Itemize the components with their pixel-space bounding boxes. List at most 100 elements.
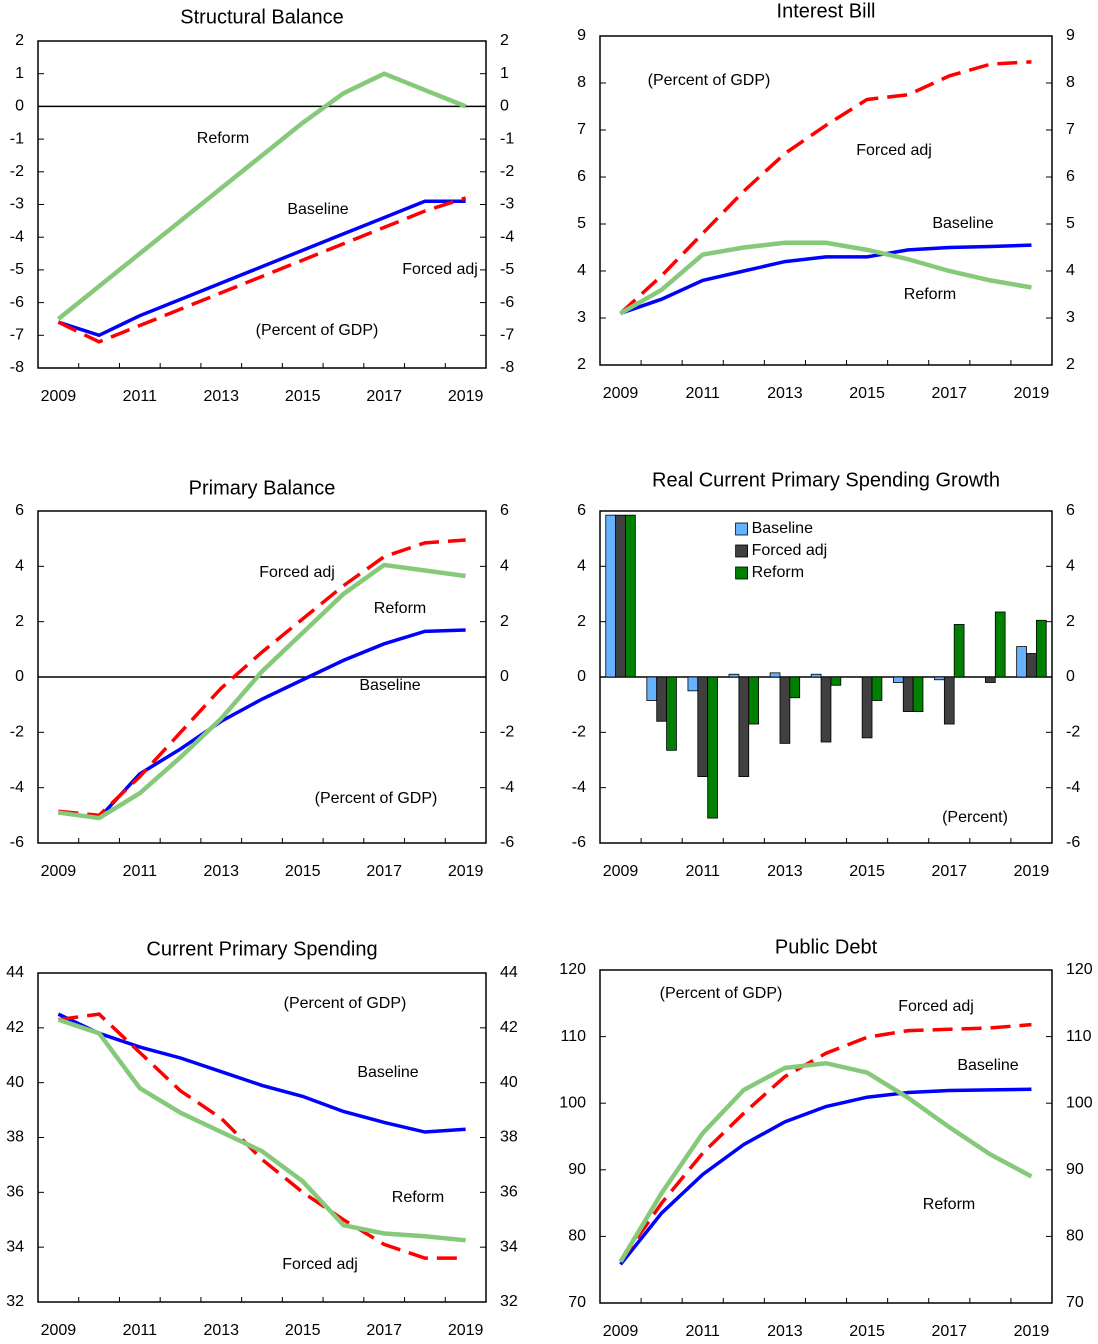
chart-note: (Percent): [942, 809, 1008, 826]
x-tick-label: 2009: [603, 863, 639, 880]
x-tick-label: 2011: [686, 1323, 721, 1340]
series-line: [58, 1012, 466, 1260]
chart-title: Real Current Primary Spending Growth: [652, 469, 1000, 491]
x-tick-label: 2019: [1014, 385, 1050, 402]
bar: [985, 676, 996, 683]
y2-tick-label: 36: [500, 1184, 518, 1201]
y-tick-label: -1: [10, 130, 24, 147]
y-tick-label: -4: [10, 228, 24, 245]
bar: [902, 676, 914, 712]
bar: [1035, 619, 1047, 678]
y2-tick-label: -4: [500, 779, 514, 796]
bar: [666, 676, 677, 751]
y-tick-label: -8: [10, 359, 24, 376]
y-tick-label: 38: [6, 1129, 24, 1146]
y2-tick-label: 9: [1066, 27, 1075, 44]
legend-label: Baseline: [752, 520, 813, 537]
chart-note: (Percent of GDP): [256, 322, 379, 339]
x-tick-label: 2015: [285, 863, 321, 880]
x-tick-label: 2017: [931, 863, 967, 880]
y-tick-label: 4: [577, 558, 586, 575]
y2-tick-label: 110: [1066, 1028, 1092, 1045]
bar: [738, 676, 750, 777]
y2-tick-label: -6: [500, 834, 514, 851]
y2-tick-label: -5: [500, 261, 514, 278]
chart-note: (Percent of GDP): [284, 995, 407, 1012]
y2-tick-label: -4: [1066, 779, 1080, 796]
y2-tick-label: -6: [500, 294, 514, 311]
series-label: Reform: [923, 1196, 975, 1213]
x-tick-label: 2017: [931, 385, 967, 402]
y-tick-label: 4: [15, 558, 24, 575]
y-tick-label: 2: [577, 613, 586, 630]
series-label: Forced adj: [856, 142, 932, 159]
series-label: Baseline: [287, 201, 348, 218]
bar: [656, 676, 667, 722]
y2-tick-label: 38: [500, 1129, 518, 1146]
plot-frame: [37, 972, 487, 1303]
legend-swatch: [735, 566, 748, 580]
x-tick-label: 2011: [686, 863, 721, 880]
x-tick-label: 2019: [448, 1322, 484, 1339]
y-tick-label: -2: [10, 163, 24, 180]
bar: [615, 514, 626, 678]
y2-tick-label: 2: [500, 613, 509, 630]
y2-tick-label: -7: [500, 327, 514, 344]
plot-frame: [599, 969, 1053, 1304]
y2-tick-label: 2: [500, 32, 509, 49]
bar: [779, 676, 791, 744]
series-line: [619, 243, 1032, 315]
y2-tick-label: 4: [1066, 262, 1075, 279]
plot-frame: [599, 35, 1053, 366]
x-tick-label: 2017: [366, 863, 402, 880]
y-tick-label: 0: [577, 668, 586, 685]
y-tick-label: 9: [577, 27, 586, 44]
y-tick-label: 1: [15, 65, 24, 82]
series-line: [57, 1012, 466, 1134]
y-tick-label: 80: [568, 1228, 586, 1245]
chart-note: (Percent of GDP): [648, 72, 771, 89]
series-line: [619, 1022, 1032, 1263]
y-tick-label: 2: [15, 613, 24, 630]
bar: [748, 676, 760, 725]
y2-tick-label: 80: [1066, 1228, 1084, 1245]
y2-tick-label: -4: [500, 228, 514, 245]
y2-tick-label: 44: [500, 964, 518, 981]
series-line: [619, 1087, 1032, 1266]
y-tick-label: -2: [572, 724, 586, 741]
y2-tick-label: -2: [500, 724, 514, 741]
x-tick-label: 2011: [123, 863, 158, 880]
series-label: Forced adj: [282, 1256, 358, 1273]
y2-tick-label: 6: [1066, 168, 1075, 185]
y2-tick-label: -6: [1066, 834, 1080, 851]
chart-title: Primary Balance: [189, 477, 336, 499]
y2-tick-label: -2: [1066, 724, 1080, 741]
bar: [769, 672, 781, 678]
chart-title: Current Primary Spending: [146, 938, 377, 960]
x-tick-label: 2009: [41, 863, 77, 880]
series-line: [57, 199, 466, 338]
y-tick-label: 40: [6, 1074, 24, 1091]
chart-title: Structural Balance: [180, 6, 343, 28]
y-tick-label: -6: [10, 834, 24, 851]
bar: [953, 624, 965, 678]
series-line: [58, 538, 466, 818]
series-line: [58, 562, 466, 821]
x-tick-label: 2017: [366, 388, 402, 405]
bar: [830, 676, 842, 686]
y-tick-label: 3: [577, 309, 586, 326]
series-line: [619, 240, 1032, 316]
bar: [605, 514, 617, 678]
y2-tick-label: 7: [1066, 121, 1075, 138]
y-tick-label: -5: [10, 261, 24, 278]
y2-tick-label: 90: [1066, 1161, 1084, 1178]
y2-tick-label: 5: [1066, 215, 1075, 232]
y-tick-label: -3: [10, 196, 24, 213]
y-tick-label: 120: [559, 961, 586, 978]
series-label: Forced adj: [402, 261, 478, 278]
x-tick-label: 2017: [931, 1323, 967, 1340]
y-tick-label: -7: [10, 327, 24, 344]
y2-tick-label: 120: [1066, 961, 1093, 978]
series-label: Baseline: [957, 1057, 1018, 1074]
y2-tick-label: 2: [1066, 613, 1075, 630]
